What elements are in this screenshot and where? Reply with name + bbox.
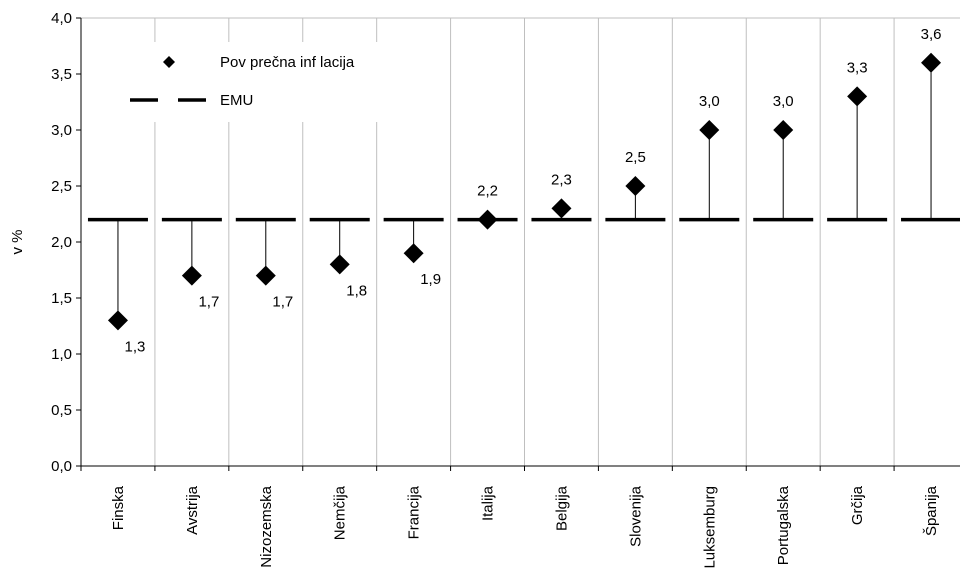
inflation-point — [477, 209, 498, 230]
x-tick-label: Italija — [480, 485, 497, 521]
x-tick-label: Nizozemska — [258, 485, 275, 567]
y-tick-label: 2,0 — [51, 234, 72, 251]
inflation-point — [847, 86, 868, 107]
inflation-point — [551, 198, 572, 219]
y-tick-label: 0,0 — [51, 458, 72, 475]
inflation-point — [773, 120, 794, 140]
inflation-point — [255, 265, 276, 286]
x-tick-label: Portugalska — [775, 485, 792, 565]
y-tick-label: 2,5 — [51, 178, 72, 195]
y-tick-label: 3,0 — [51, 122, 72, 139]
inflation-point — [181, 265, 202, 286]
x-tick-label: Avstrija — [184, 485, 201, 535]
x-tick-label: Belgija — [553, 485, 570, 531]
y-axis-title: v % — [9, 229, 26, 254]
y-tick-label: 3,5 — [51, 66, 72, 83]
data-label: 2,5 — [625, 149, 646, 166]
x-tick-label: Slovenija — [627, 485, 644, 547]
data-label: 3,0 — [773, 93, 794, 110]
inflation-point — [921, 52, 942, 73]
x-tick-label: Finska — [110, 485, 127, 530]
data-label: 1,3 — [125, 338, 146, 355]
data-label: 3,3 — [847, 59, 868, 76]
x-tick-label: Francija — [406, 485, 423, 539]
data-label: 2,2 — [477, 183, 498, 200]
data-label: 1,9 — [420, 271, 441, 288]
x-tick-label: Grčija — [849, 485, 866, 525]
inflation-point — [107, 310, 128, 331]
legend-label-inflation: Pov prečna inf lacija — [220, 54, 355, 71]
inflation-point — [329, 254, 350, 275]
data-label: 2,3 — [551, 171, 572, 188]
data-label: 1,8 — [346, 282, 367, 299]
inflation-point — [403, 243, 424, 264]
x-tick-label: Nemčija — [332, 485, 349, 540]
data-label: 3,6 — [921, 26, 942, 43]
legend-background — [123, 42, 393, 122]
y-tick-label: 4,0 — [51, 10, 72, 27]
inflation-point — [699, 120, 720, 140]
legend-marker-inflation — [163, 56, 175, 68]
y-tick-label: 1,5 — [51, 290, 72, 307]
data-label: 1,7 — [198, 294, 219, 311]
y-tick-label: 0,5 — [51, 402, 72, 419]
x-tick-label: Luksemburg — [701, 486, 718, 569]
inflation-point — [625, 176, 646, 196]
x-tick-label: Španija — [923, 485, 940, 536]
y-tick-label: 1,0 — [51, 346, 72, 363]
data-label: 3,0 — [699, 93, 720, 110]
legend-label-emu: EMU — [220, 92, 253, 109]
data-label: 1,7 — [272, 294, 293, 311]
